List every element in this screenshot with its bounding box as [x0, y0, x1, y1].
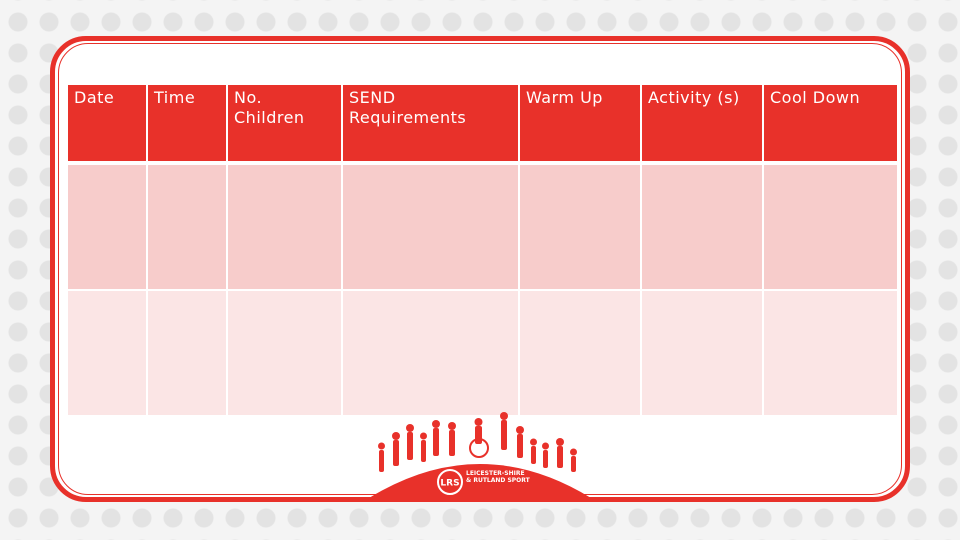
table-cell[interactable]: [642, 165, 762, 291]
table-row: [68, 165, 897, 291]
header-date: Date: [68, 85, 146, 165]
table-row: [68, 291, 897, 417]
logo-org-name: LEICESTER-SHIRE & RUTLAND SPORT: [466, 470, 530, 484]
header-time: Time: [148, 85, 226, 165]
table-cell[interactable]: [764, 165, 897, 291]
table-cell[interactable]: [148, 165, 226, 291]
table-cell[interactable]: [343, 165, 518, 291]
table-cell[interactable]: [520, 165, 640, 291]
header-row: Date Time No. Children SEND Requirements…: [68, 85, 897, 165]
table-cell[interactable]: [148, 291, 226, 417]
table-cell[interactable]: [764, 291, 897, 417]
table-cell[interactable]: [228, 291, 341, 417]
header-send-requirements: SEND Requirements: [343, 85, 518, 165]
header-no-children: No. Children: [228, 85, 341, 165]
header-activities: Activity (s): [642, 85, 762, 165]
table-cell[interactable]: [642, 291, 762, 417]
logo-badge: [437, 469, 463, 495]
header-warm-up: Warm Up: [520, 85, 640, 165]
table-cell[interactable]: [228, 165, 341, 291]
logo-badge-text: LRS: [440, 479, 459, 489]
logo-figures: [378, 412, 577, 472]
table-cell[interactable]: [343, 291, 518, 417]
table-cell[interactable]: [520, 291, 640, 417]
session-planner-table: Date Time No. Children SEND Requirements…: [66, 85, 899, 417]
header-cool-down: Cool Down: [764, 85, 897, 165]
table-cell[interactable]: [68, 291, 146, 417]
lrs-logo: LRS: [369, 412, 591, 498]
table-cell[interactable]: [68, 165, 146, 291]
logo-dome: [369, 464, 591, 498]
